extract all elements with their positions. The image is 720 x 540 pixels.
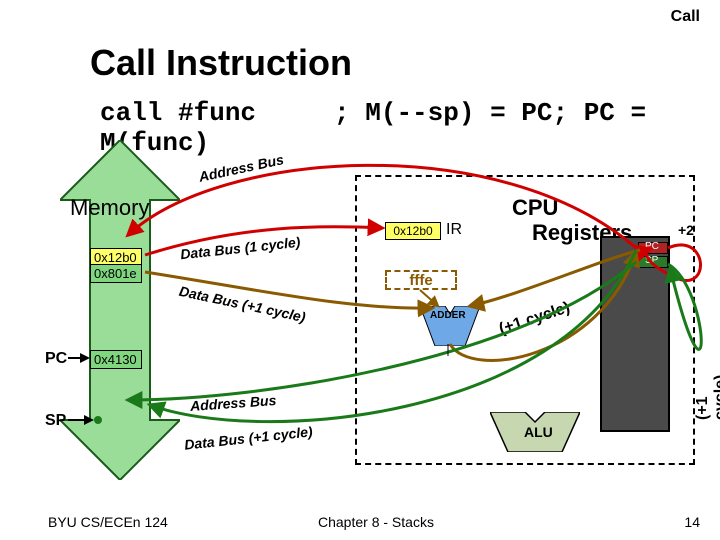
footer-page: 14 bbox=[684, 514, 700, 530]
memory-shape bbox=[60, 140, 180, 480]
reg-sp-label: SP bbox=[645, 255, 658, 266]
mem-cell-1: 0x801e bbox=[90, 264, 142, 283]
ir-value: 0x12b0 bbox=[385, 222, 441, 240]
adder-label: ADDER bbox=[430, 310, 466, 321]
code-line: call #func ; M(--sp) = PC; PC = M(func) bbox=[100, 98, 720, 158]
bus-label-data-1c: Data Bus (1 cycle) bbox=[179, 234, 301, 263]
mem-cell-2: 0x4130 bbox=[90, 350, 142, 369]
pc-pointer-label: PC bbox=[45, 350, 67, 368]
header-tag: Call bbox=[671, 8, 700, 26]
ir-label: IR bbox=[446, 221, 462, 239]
cycle-right: (+1 cycle) bbox=[694, 375, 720, 420]
bus-label-data-p1a: Data Bus (+1 cycle) bbox=[178, 283, 307, 325]
footer-center: Chapter 8 - Stacks bbox=[318, 514, 434, 530]
memory-label: Memory bbox=[70, 195, 149, 221]
code-instr: call #func bbox=[100, 98, 256, 128]
plus-two: +2 bbox=[678, 222, 694, 238]
alu-label: ALU bbox=[524, 424, 553, 440]
reg-pc-label: PC bbox=[645, 241, 659, 252]
fffe-box: fffe bbox=[385, 270, 457, 290]
page-title: Call Instruction bbox=[90, 42, 352, 84]
cpu-label: CPU bbox=[512, 195, 558, 221]
sp-pointer-label: SP bbox=[45, 412, 66, 430]
bus-label-addr-bot: Address Bus bbox=[190, 392, 277, 414]
footer-left: BYU CS/ECEn 124 bbox=[48, 514, 168, 530]
bus-label-data-p1b: Data Bus (+1 cycle) bbox=[184, 423, 314, 452]
